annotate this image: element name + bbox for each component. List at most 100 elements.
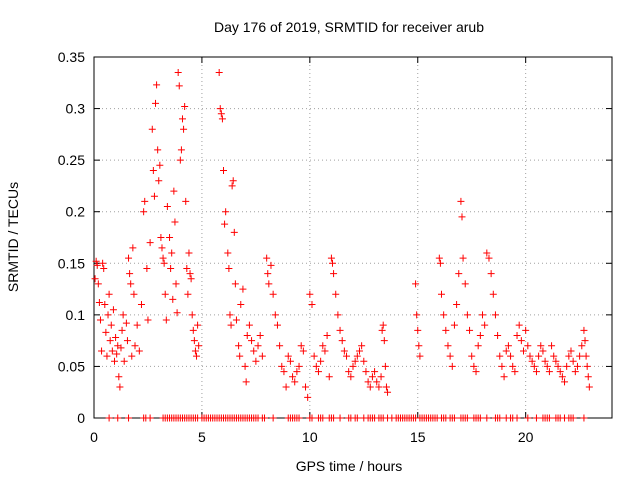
data-point [168, 249, 176, 257]
data-point [489, 290, 497, 298]
data-point [140, 208, 148, 216]
data-point [144, 316, 152, 324]
data-point [448, 362, 456, 370]
data-point [94, 280, 102, 288]
data-point [317, 357, 325, 365]
data-point [378, 326, 386, 334]
zero-data-point [524, 414, 532, 422]
data-point [256, 331, 264, 339]
data-point [228, 182, 236, 190]
data-point [167, 264, 175, 272]
zero-data-point [532, 414, 540, 422]
data-point [107, 321, 115, 329]
y-tick-label: 0.35 [58, 49, 85, 65]
data-point [217, 110, 225, 118]
data-point [343, 352, 351, 360]
zero-data-point [261, 414, 269, 422]
data-point [498, 362, 506, 370]
data-point [241, 362, 249, 370]
data-point [368, 373, 376, 381]
data-point [123, 337, 131, 345]
data-point [304, 393, 312, 401]
data-point [306, 290, 314, 298]
data-point [537, 342, 545, 350]
data-point [362, 368, 370, 376]
data-point [161, 290, 169, 298]
data-point [349, 362, 357, 370]
data-point [496, 352, 504, 360]
data-point [227, 321, 235, 329]
data-point [526, 352, 534, 360]
data-point [511, 368, 519, 376]
data-point [479, 311, 486, 319]
data-point [172, 280, 180, 288]
zero-data-point [545, 414, 553, 422]
data-point [220, 166, 227, 174]
grid [94, 57, 612, 418]
data-point [236, 352, 244, 360]
data-point [582, 352, 590, 360]
data-point [472, 368, 480, 376]
data-point [116, 383, 124, 391]
data-point [541, 357, 549, 365]
data-point [129, 244, 137, 252]
data-point [345, 368, 353, 376]
y-axis-label: SRMTID / TECUs [5, 182, 21, 292]
data-point [115, 373, 123, 381]
chart-title: Day 176 of 2019, SRMTID for receiver aru… [214, 19, 484, 35]
data-point [243, 331, 251, 339]
zero-data-point [105, 414, 113, 422]
data-point [323, 331, 331, 339]
y-tick-label: 0.25 [58, 152, 85, 168]
data-point [578, 342, 586, 350]
data-point [491, 311, 499, 319]
data-point [135, 347, 143, 355]
data-point [338, 337, 346, 345]
data-point [108, 347, 116, 355]
data-point [218, 115, 226, 123]
data-point [96, 316, 104, 324]
data-point [112, 334, 120, 342]
data-point [113, 350, 121, 358]
data-point [334, 311, 342, 319]
data-point [581, 337, 589, 345]
data-point [545, 368, 553, 376]
data-point [558, 373, 566, 381]
data-point [565, 352, 573, 360]
data-point [133, 321, 141, 329]
data-point [232, 316, 240, 324]
data-point [571, 368, 579, 376]
data-point [229, 177, 237, 185]
data-point [308, 301, 316, 309]
data-point [513, 331, 521, 339]
data-point [154, 146, 162, 154]
data-point [455, 270, 463, 278]
data-point [195, 342, 203, 350]
zero-data-point [114, 414, 122, 422]
data-point [180, 125, 188, 133]
data-point [170, 187, 178, 195]
data-point [295, 362, 303, 370]
data-point [225, 264, 233, 272]
data-point [312, 362, 320, 370]
data-point [269, 290, 277, 298]
data-point [128, 352, 136, 360]
data-point [91, 275, 99, 283]
data-point [502, 347, 510, 355]
data-point [353, 352, 361, 360]
data-point [185, 249, 193, 257]
data-point [276, 342, 284, 350]
data-point [302, 383, 310, 391]
data-point [177, 146, 185, 154]
data-point [476, 331, 484, 339]
data-point [297, 342, 305, 350]
data-point [466, 326, 474, 334]
data-point [245, 321, 253, 329]
data-point [194, 321, 202, 329]
data-point [340, 347, 348, 355]
data-point [137, 301, 145, 309]
y-tick-label: 0 [77, 410, 85, 426]
zero-data-point [125, 414, 133, 422]
data-point [319, 342, 327, 350]
